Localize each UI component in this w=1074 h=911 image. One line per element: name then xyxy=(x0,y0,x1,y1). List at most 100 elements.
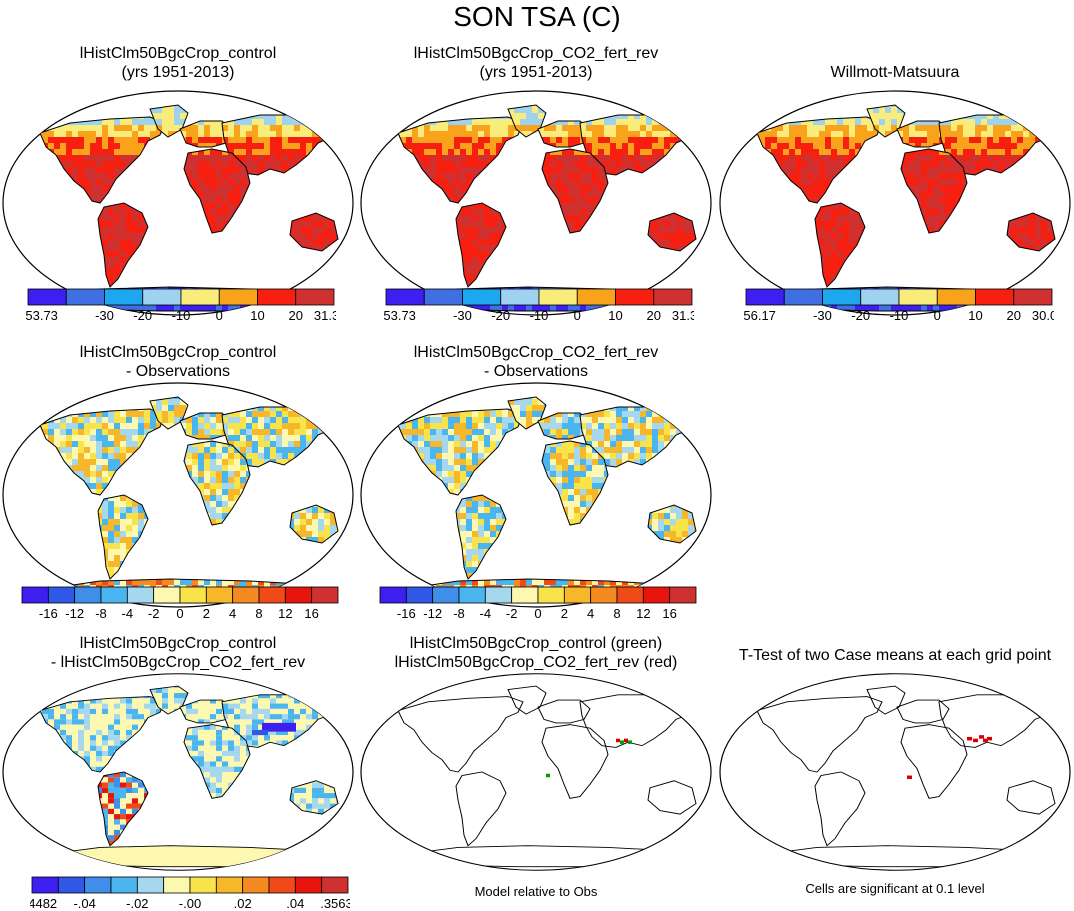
colorbar-tick-label: 10 xyxy=(968,308,982,323)
colorbar-box xyxy=(137,877,163,893)
colorbar-tick-label: 0 xyxy=(574,308,581,323)
colorbar-box xyxy=(243,877,269,893)
colorbar-tick-label: 2 xyxy=(203,606,210,621)
panel-title-line2: - Observations xyxy=(0,362,356,381)
colorbar-box xyxy=(181,289,219,305)
colorbar-tick-label: .04 xyxy=(286,896,304,910)
colorbar-tick-label: -53.73 xyxy=(26,308,58,323)
colorbar-tick-label: -10 xyxy=(890,308,909,323)
colorbar-box xyxy=(670,587,696,603)
colorbar-box xyxy=(380,587,406,603)
world-map xyxy=(717,672,1073,872)
colorbar-tick-label: .35638 xyxy=(320,896,350,910)
colorbar-box xyxy=(654,289,692,305)
panel-title-line2: - lHistClm50BgcCrop_CO2_fert_rev xyxy=(0,653,356,672)
colorbar-box xyxy=(861,289,899,305)
colorbar-tick-label: -10 xyxy=(172,308,191,323)
panel-control-bias: lHistClm50BgcCrop_control - Observations xyxy=(0,343,356,583)
panel-title-line1: lHistClm50BgcCrop_CO2_fert_rev xyxy=(358,44,714,63)
colorbar-tick-label: -56.17 xyxy=(744,308,776,323)
panel-title-line2: lHistClm50BgcCrop_CO2_fert_rev (red) xyxy=(358,653,714,672)
world-map xyxy=(717,89,1073,317)
panel-title-line1: lHistClm50BgcCrop_CO2_fert_rev xyxy=(358,343,714,362)
colorbar-box xyxy=(75,587,101,603)
colorbar-box xyxy=(285,587,311,603)
world-map xyxy=(0,672,356,872)
colorbar-tick-label: 0 xyxy=(534,606,541,621)
panel-diff: lHistClm50BgcCrop_control - lHistClm50Bg… xyxy=(0,634,356,874)
colorbar-box xyxy=(111,877,137,893)
colorbar-box xyxy=(58,877,84,893)
colorbar-tick-label: 16 xyxy=(304,606,318,621)
colorbar-control-bias: -16 -12 -8 -4 -2 0 2 4 8 12 16 xyxy=(20,586,340,624)
panel-title-line1: Willmott-Matsuura xyxy=(717,63,1073,82)
colorbar-tick-label: -30 xyxy=(813,308,832,323)
colorbar-tick-label: 31.35 xyxy=(672,308,694,323)
colorbar-box xyxy=(459,587,485,603)
colorbar-tick-label: -4 xyxy=(480,606,492,621)
colorbar-tick-label: 4 xyxy=(587,606,594,621)
colorbar-tick-label: 8 xyxy=(255,606,262,621)
colorbar-tick-label: 20 xyxy=(647,308,661,323)
panel-title-line1: lHistClm50BgcCrop_control xyxy=(0,634,356,653)
colorbar-box xyxy=(66,289,104,305)
colorbar-box xyxy=(746,289,784,305)
colorbar-box xyxy=(643,587,669,603)
panel-rel: lHistClm50BgcCrop_control (green) lHistC… xyxy=(358,634,714,874)
colorbar-tick-label: 0 xyxy=(934,308,941,323)
colorbar-box xyxy=(154,587,180,603)
colorbar-box xyxy=(258,289,296,305)
colorbar-box xyxy=(101,587,127,603)
panel-co2-bias: lHistClm50BgcCrop_CO2_fert_rev - Observa… xyxy=(358,343,714,583)
colorbar-box xyxy=(591,587,617,603)
colorbar-tick-label: 10 xyxy=(250,308,264,323)
colorbar-box xyxy=(617,587,643,603)
colorbar-box xyxy=(433,587,459,603)
colorbar-tick-label: 0 xyxy=(176,606,183,621)
colorbar-tick-label: -2 xyxy=(506,606,518,621)
note-significance: Cells are significant at 0.1 level xyxy=(717,881,1073,896)
colorbar-box xyxy=(180,587,206,603)
world-map xyxy=(358,381,714,609)
colorbar-diff: .84482-.04-.02-.00.02.04.35638 xyxy=(30,876,350,910)
colorbar-box xyxy=(424,289,462,305)
colorbar-box xyxy=(190,877,216,893)
colorbar-box xyxy=(501,289,539,305)
colorbar-tick-label: -16 xyxy=(39,606,58,621)
map-border xyxy=(361,674,711,870)
panel-title-line2: (yrs 1951-2013) xyxy=(358,63,714,82)
colorbar-box xyxy=(127,587,153,603)
colorbar-box xyxy=(512,587,538,603)
colorbar-box xyxy=(1014,289,1052,305)
colorbar-box xyxy=(85,877,111,893)
colorbar-box xyxy=(386,289,424,305)
colorbar-tick-label: -8 xyxy=(95,606,107,621)
colorbar-tick-label: -12 xyxy=(423,606,442,621)
colorbar-tick-label: .84482 xyxy=(30,896,57,910)
colorbar-tick-label: 16 xyxy=(662,606,676,621)
colorbar-box xyxy=(539,289,577,305)
colorbar-tick-label: 20 xyxy=(1007,308,1021,323)
colorbar-tick-label: -.02 xyxy=(126,896,148,910)
map-border xyxy=(720,674,1070,870)
colorbar-box xyxy=(32,877,58,893)
colorbar-box xyxy=(295,877,321,893)
colorbar-box xyxy=(312,587,338,603)
panel-title-line1: lHistClm50BgcCrop_control xyxy=(0,343,356,362)
colorbar-tick-label: -12 xyxy=(65,606,84,621)
world-map xyxy=(0,89,356,317)
colorbar-tick-label: -20 xyxy=(491,308,510,323)
colorbar-tick-label: 0 xyxy=(216,308,223,323)
colorbar-tick-label: 30.07 xyxy=(1032,308,1054,323)
colorbar-box xyxy=(48,587,74,603)
colorbar-box xyxy=(899,289,937,305)
colorbar-box xyxy=(206,587,232,603)
panel-title-line1: lHistClm50BgcCrop_control xyxy=(0,44,356,63)
colorbar-box xyxy=(259,587,285,603)
colorbar-tick-label: -16 xyxy=(397,606,416,621)
panel-title-line2: (yrs 1951-2013) xyxy=(0,63,356,82)
colorbar-box xyxy=(22,587,48,603)
colorbar-box xyxy=(823,289,861,305)
